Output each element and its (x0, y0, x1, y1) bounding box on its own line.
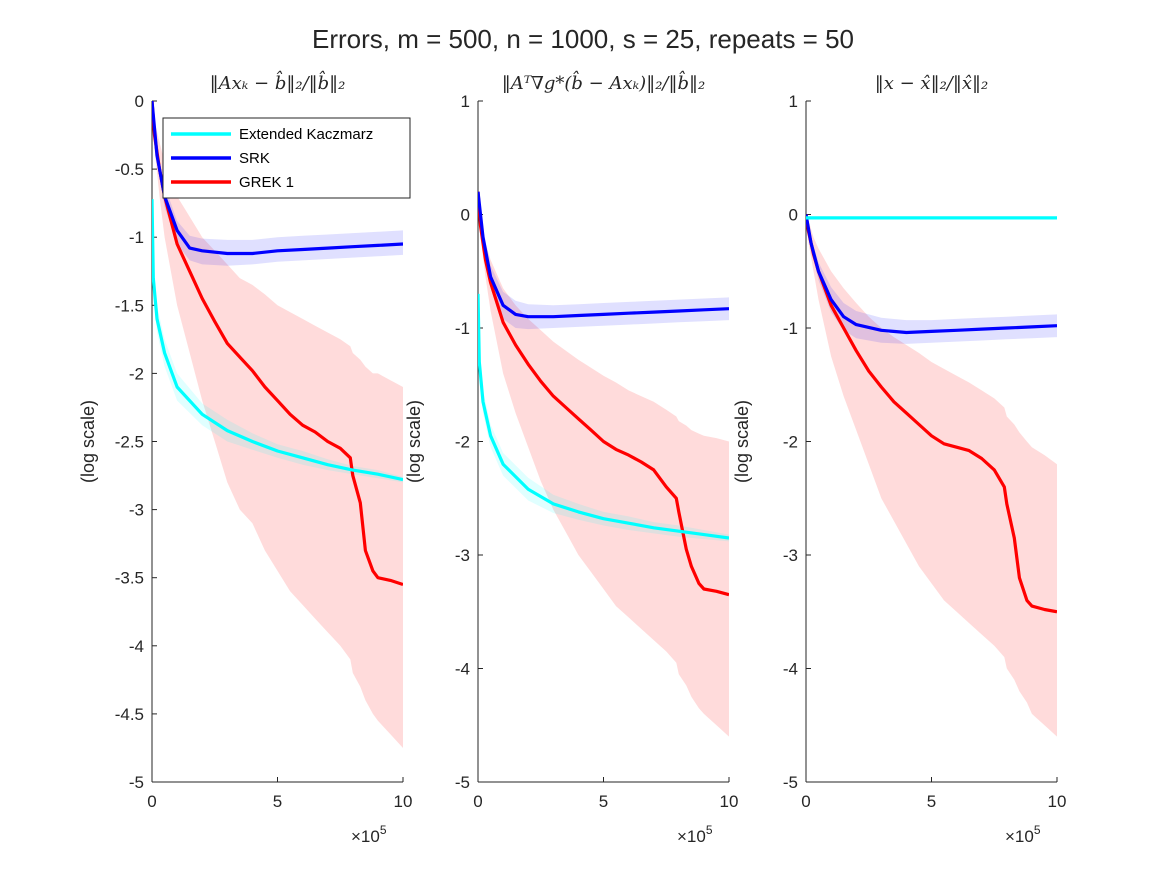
plot-area (478, 191, 729, 737)
y-tick-label: 0 (789, 206, 798, 225)
plot-area (806, 214, 1057, 737)
y-tick-label: -0.5 (115, 160, 144, 179)
y-tick-label: 1 (789, 92, 798, 111)
subplot-title: ‖Axₖ − b̂‖₂/‖b̂‖₂ (210, 69, 346, 94)
y-tick-label: 0 (135, 92, 144, 111)
y-tick-label: 0 (461, 206, 470, 225)
subplot-panels: ‖Axₖ − b̂‖₂/‖b̂‖₂ 0 -0.5 -1 -1.5 -2 -2.5 -3 -3.5… (78, 69, 1066, 846)
y-axis-label: (log scale) (404, 400, 424, 483)
y-axis-label: (log scale) (732, 400, 752, 483)
series-line-grek-1 (806, 214, 1057, 614)
x-axis-multiplier: ×105 (677, 823, 713, 846)
y-tick-label: -5 (129, 773, 144, 792)
band-srk (478, 191, 729, 330)
y-tick-label: -2.5 (115, 433, 144, 452)
x-tick-label: 10 (394, 792, 413, 811)
y-tick-label: -1 (455, 319, 470, 338)
y-tick-label: -3 (455, 546, 470, 565)
x-tick-label: 10 (1048, 792, 1067, 811)
band-grek-1 (806, 214, 1057, 737)
x-axis-multiplier: ×105 (1005, 823, 1041, 846)
y-tick-label: -2 (129, 364, 144, 383)
band-grek-1 (478, 191, 729, 737)
y-tick-label: -3.5 (115, 569, 144, 588)
y-tick-label: -3 (783, 546, 798, 565)
legend-label-extended-kaczmarz: Extended Kaczmarz (239, 126, 373, 143)
y-tick-label: -4 (129, 637, 144, 656)
subplot-2: ‖Aᵀ∇g*(b̂ − Axₖ)‖₂/‖b̂‖₂10-1-2-3-4-50 5 10… (404, 69, 738, 846)
y-tick-label: -2 (455, 433, 470, 452)
y-tick-label: -2 (783, 433, 798, 452)
y-axis-label: (log scale) (78, 400, 98, 483)
figure-suptitle: Errors, m = 500, n = 1000, s = 25, repea… (312, 24, 854, 54)
x-tick-label: 0 (801, 792, 810, 811)
series-line-srk (152, 101, 403, 256)
band-srk (806, 214, 1057, 344)
x-tick-label: 5 (273, 792, 282, 811)
x-axis-multiplier: ×105 (351, 823, 387, 846)
subplot-title: ‖x − x̂‖₂/‖x̂‖₂ (875, 73, 988, 94)
y-tick-label: -4 (783, 660, 798, 679)
subplot-3: ‖x − x̂‖₂/‖x̂‖₂10-1-2-3-4-50 5 10×105(log … (732, 73, 1066, 846)
y-tick-label: -3 (129, 501, 144, 520)
y-tick-label: -5 (783, 773, 798, 792)
band-extended-kaczmarz (152, 199, 403, 483)
series-line-srk (478, 191, 729, 319)
x-tick-label: 5 (927, 792, 936, 811)
y-tick-label: 1 (461, 92, 470, 111)
band-srk (152, 101, 403, 266)
legend-label-grek-1: GREK 1 (239, 174, 294, 191)
x-tick-label: 0 (147, 792, 156, 811)
y-tick-label: -5 (455, 773, 470, 792)
y-tick-label: -1 (129, 228, 144, 247)
x-tick-label: 0 (473, 792, 482, 811)
series-line-grek-1 (152, 101, 403, 587)
series-line-srk (806, 214, 1057, 335)
y-tick-label: -4.5 (115, 705, 144, 724)
legend-label-srk: SRK (239, 150, 270, 167)
series-line-extended-kaczmarz (152, 199, 403, 482)
band-grek-1 (152, 101, 403, 748)
series-line-grek-1 (478, 191, 729, 597)
y-tick-label: -1.5 (115, 296, 144, 315)
subplot-1: ‖Axₖ − b̂‖₂/‖b̂‖₂ 0 -0.5 -1 -1.5 -2 -2.5 -3 -3.5… (78, 69, 412, 846)
series-line-extended-kaczmarz (478, 293, 729, 540)
x-tick-label: 10 (720, 792, 739, 811)
x-tick-label: 5 (599, 792, 608, 811)
plot-area (152, 101, 403, 748)
y-tick-label: -1 (783, 319, 798, 338)
subplot-title: ‖Aᵀ∇g*(b̂ − Axₖ)‖₂/‖b̂‖₂ (502, 69, 705, 94)
legend: Extended Kaczmarz SRK GREK 1 (162, 117, 411, 199)
y-tick-label: -4 (455, 660, 470, 679)
